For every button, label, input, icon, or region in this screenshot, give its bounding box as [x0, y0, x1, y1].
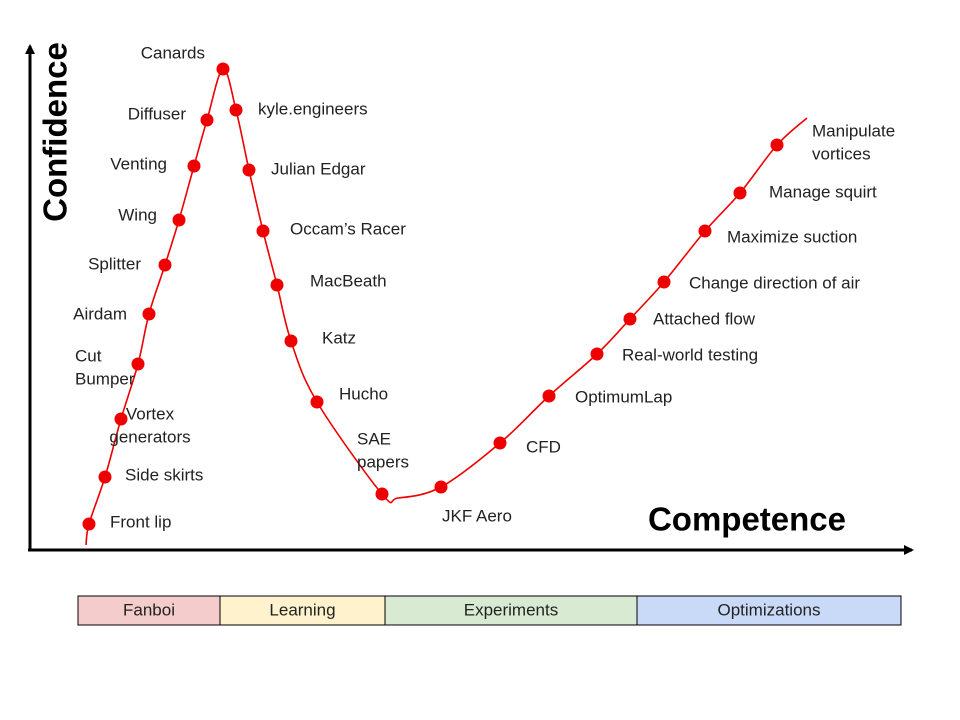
point-label: Julian Edgar [271, 159, 366, 178]
point [623, 312, 637, 326]
point [770, 138, 784, 152]
point-label: Front lip [110, 512, 171, 531]
point [131, 357, 145, 371]
phase [219, 595, 386, 626]
point [733, 186, 747, 200]
point [242, 163, 256, 177]
curve [85, 68, 808, 546]
point-label: Change direction of air [689, 273, 860, 292]
point [590, 347, 604, 361]
point-label: Wing [118, 205, 157, 224]
point-label: SAE [357, 429, 391, 448]
point-label: Venting [110, 154, 167, 173]
point-label: Manipulate [812, 121, 895, 140]
point-label: OptimumLap [575, 387, 672, 406]
point-label: Splitter [88, 254, 141, 273]
point-label: Side skirts [125, 465, 203, 484]
point-label: MacBeath [310, 271, 387, 290]
point-label: vortices [812, 144, 871, 163]
point-label: Vortex [126, 404, 175, 423]
phase [636, 595, 902, 626]
point [82, 517, 96, 531]
point-label: Canards [141, 43, 205, 62]
point [310, 395, 324, 409]
point [142, 307, 156, 321]
point-label: Airdam [73, 304, 127, 323]
point [542, 389, 556, 403]
point-label: Hucho [339, 384, 388, 403]
point-label: Bumper [75, 369, 135, 388]
point-label: generators [109, 427, 190, 446]
point-label: Katz [322, 328, 356, 347]
point [434, 480, 448, 494]
point [172, 213, 186, 227]
point [270, 278, 284, 292]
point [256, 224, 270, 238]
point [216, 62, 230, 76]
point [158, 258, 172, 272]
point [187, 159, 201, 173]
y-axis-label: Confidence [37, 42, 74, 222]
point-label: Manage squirt [769, 182, 877, 201]
point [284, 334, 298, 348]
point-label: kyle.engineers [258, 99, 368, 118]
point [493, 436, 507, 450]
phase [384, 595, 638, 626]
x-axis-label: Competence [648, 501, 846, 538]
point [698, 224, 712, 238]
point-label: papers [357, 452, 409, 471]
point [114, 412, 128, 426]
point-label: Occam’s Racer [290, 219, 406, 238]
phase-label: Experiments [464, 600, 558, 619]
point-label: JKF Aero [442, 506, 512, 525]
point [98, 470, 112, 484]
point [229, 103, 243, 117]
point-label: Diffuser [128, 104, 187, 123]
phase-label: Learning [269, 600, 335, 619]
phase-label: Optimizations [718, 600, 821, 619]
point [657, 275, 671, 289]
phase-label: Fanboi [123, 600, 175, 619]
point-label: Attached flow [653, 309, 756, 328]
point-label: Cut [75, 346, 102, 365]
point [375, 487, 389, 501]
phase [77, 595, 221, 626]
point [200, 113, 214, 127]
point-label: Maximize suction [727, 227, 857, 246]
point-label: Real-world testing [622, 345, 758, 364]
point-label: CFD [526, 437, 561, 456]
